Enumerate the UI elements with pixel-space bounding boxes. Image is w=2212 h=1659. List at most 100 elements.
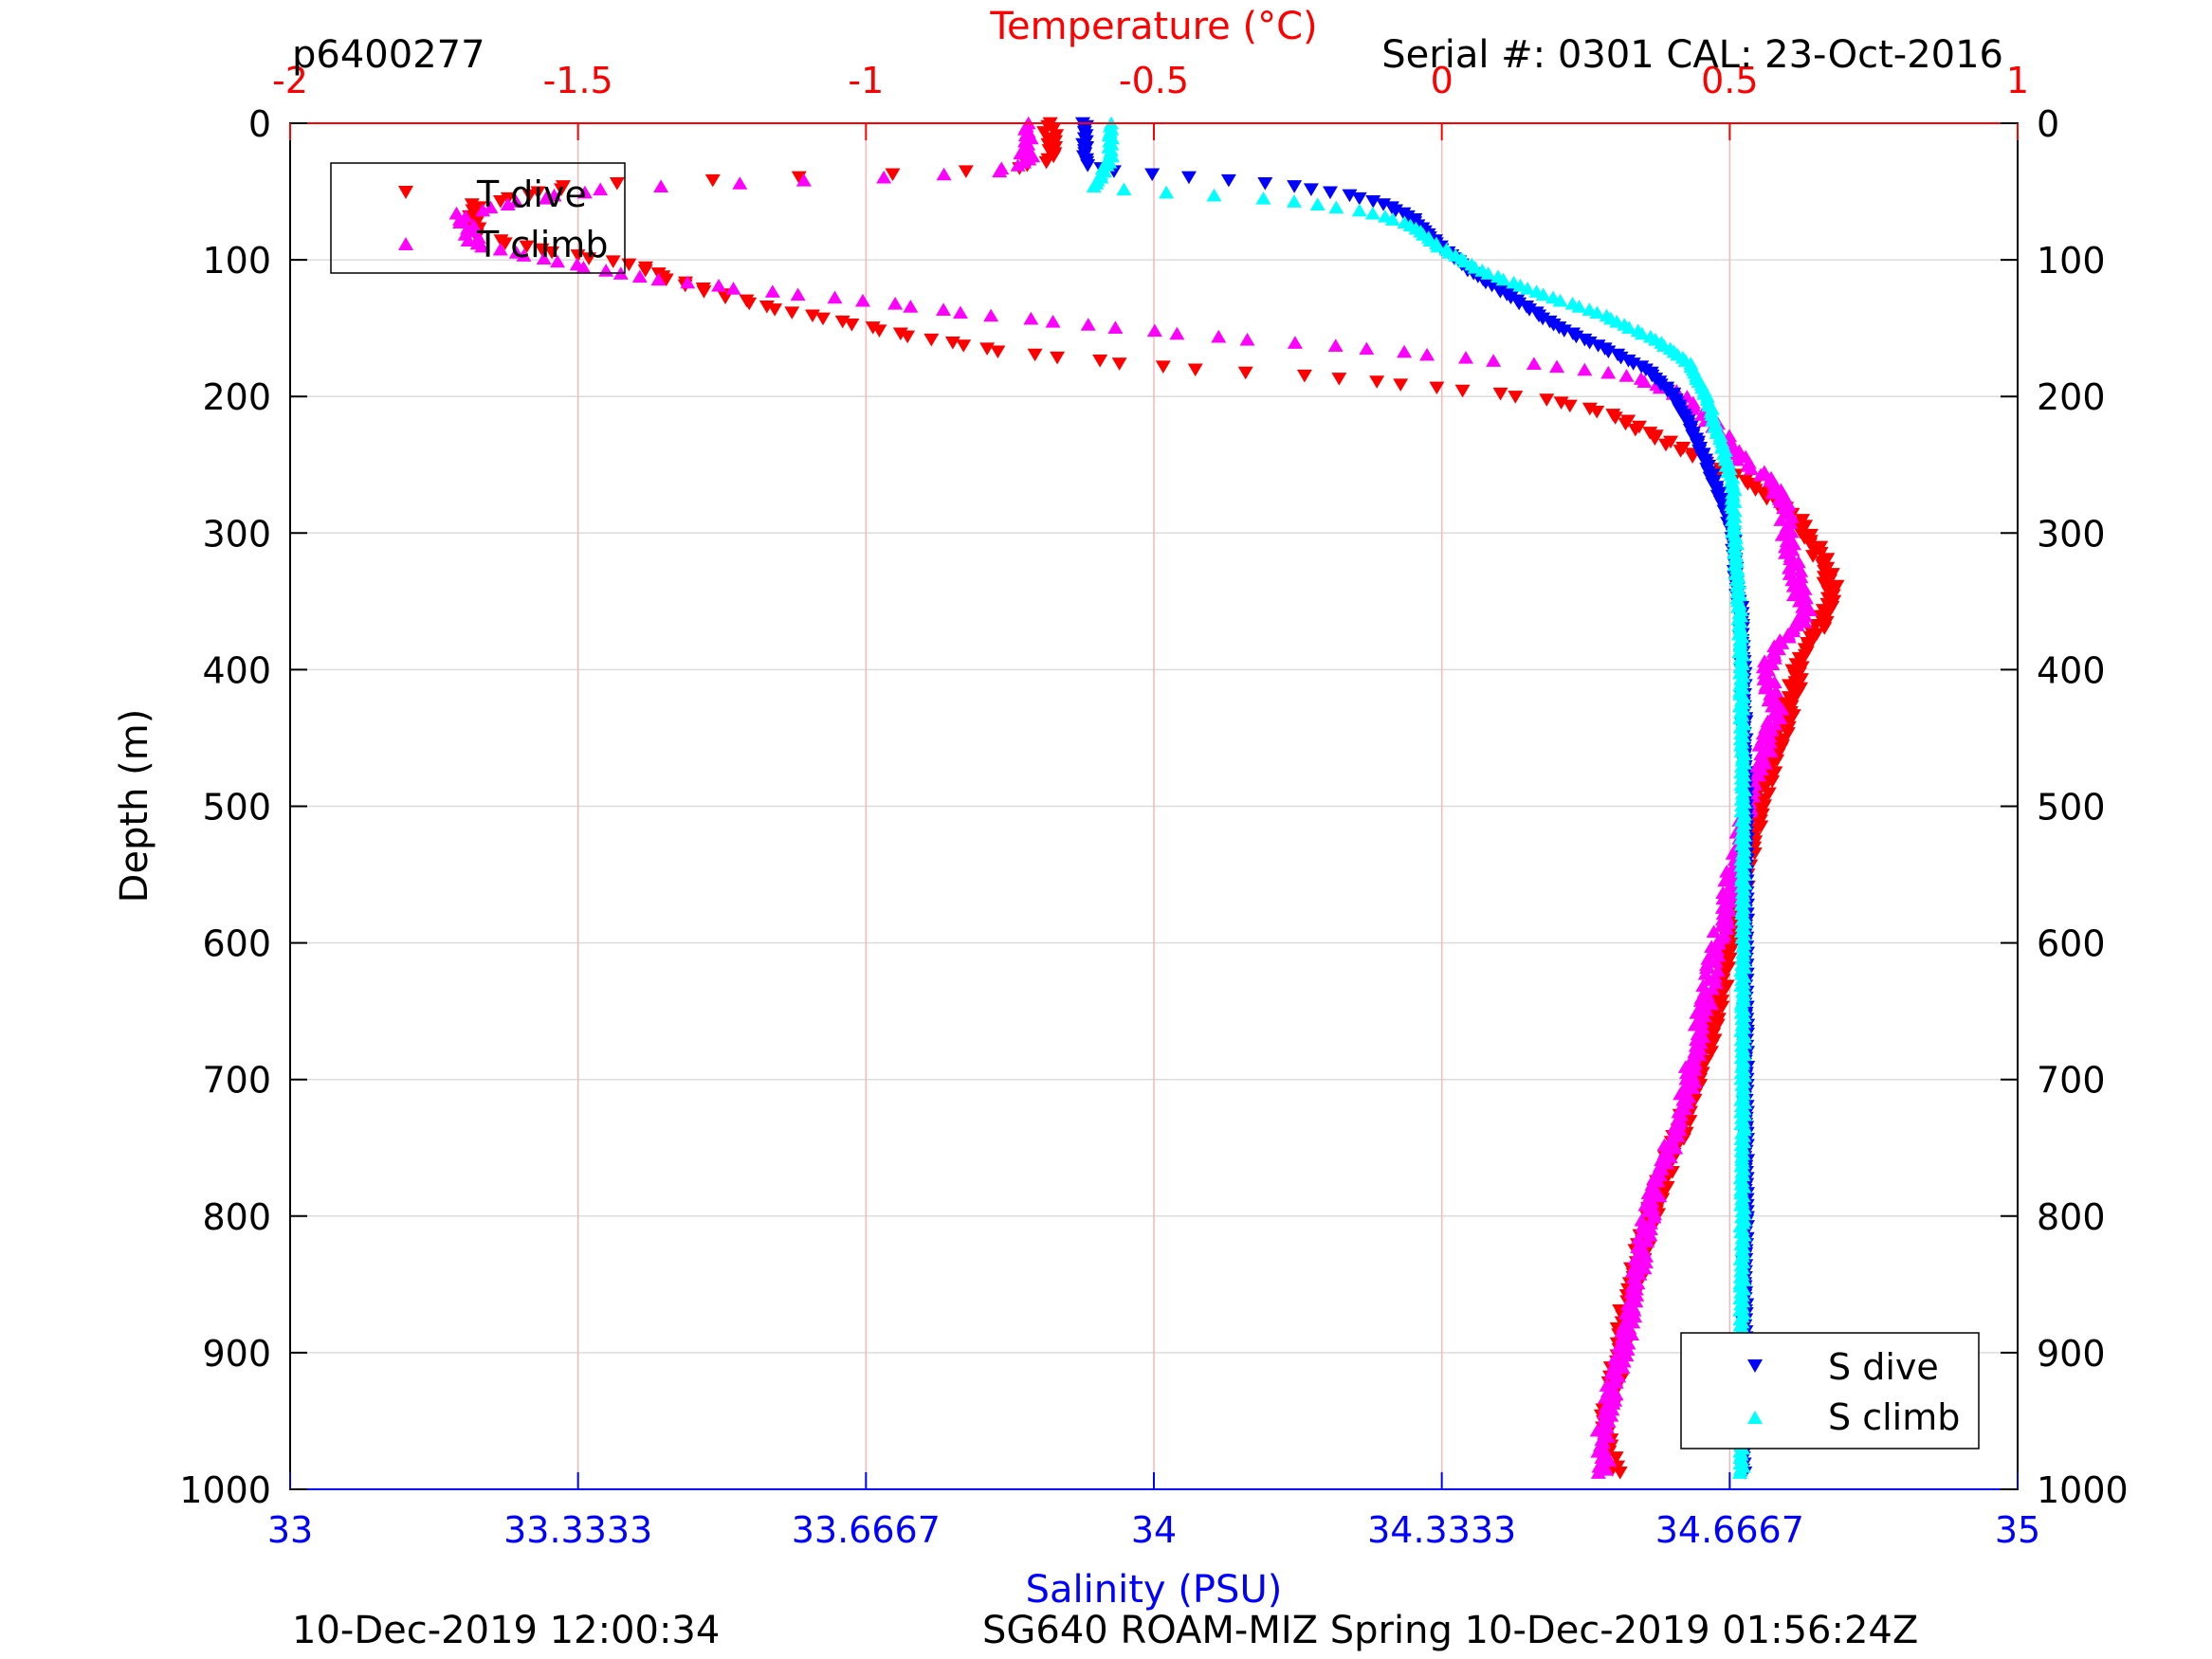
- data-point: [1549, 359, 1565, 374]
- legend-label-t-climb: T climb: [476, 224, 608, 265]
- depth-tick-label-right: 1000: [2037, 1469, 2129, 1511]
- data-point: [658, 273, 674, 287]
- data-point: [1817, 622, 1833, 635]
- depth-tick-label-left: 300: [202, 513, 271, 555]
- data-point: [1673, 445, 1689, 458]
- data-point: [1116, 182, 1132, 196]
- data-point: [1023, 311, 1039, 325]
- data-point: [1752, 467, 1768, 482]
- data-point: [1369, 375, 1385, 389]
- data-point: [1703, 1046, 1719, 1059]
- data-point: [1327, 338, 1344, 352]
- depth-tick-label-right: 300: [2037, 513, 2106, 555]
- data-point: [1384, 212, 1400, 226]
- data-point: [550, 254, 566, 268]
- legend-marker-t-dive: [398, 186, 413, 199]
- data-point: [1590, 1466, 1606, 1479]
- data-point: [1627, 423, 1643, 437]
- data-point: [1107, 320, 1124, 334]
- data-point: [475, 203, 491, 217]
- data-point: [621, 258, 637, 272]
- salinity-tick-label: 34: [1131, 1509, 1177, 1551]
- data-point: [1492, 387, 1508, 401]
- data-point: [1359, 341, 1375, 356]
- depth-tick-label-right: 400: [2037, 649, 2106, 691]
- axis-tick-labels: 0 0 100 100 200 200 300 300 400 400 500 500 600 600 70…: [179, 60, 2128, 1551]
- data-point: [784, 306, 800, 319]
- data-point: [1454, 384, 1471, 398]
- legend-marker-s-climb: [1747, 1411, 1763, 1424]
- data-point: [483, 200, 499, 214]
- salinity-tick-label: 34.3333: [1367, 1509, 1516, 1551]
- data-point: [1535, 287, 1551, 301]
- depth-tick-label-left: 700: [202, 1060, 271, 1102]
- data-point: [1397, 344, 1413, 358]
- data-point: [1086, 179, 1102, 192]
- legend-label-s-dive: S dive: [1828, 1346, 1939, 1388]
- data-point: [1743, 462, 1759, 475]
- data-point: [521, 189, 538, 203]
- depth-tick-label-left: 100: [202, 240, 271, 282]
- data-point: [1656, 1138, 1673, 1152]
- data-point: [1211, 329, 1227, 343]
- data-point: [1239, 333, 1255, 346]
- data-point: [764, 284, 780, 298]
- data-point: [923, 333, 940, 347]
- data-point: [876, 170, 892, 184]
- data-point: [1309, 197, 1325, 210]
- depth-tick-label-left: 200: [202, 376, 271, 418]
- depth-tick-label-left: 900: [202, 1333, 271, 1375]
- series-s-climb: [1086, 116, 1753, 1479]
- data-point: [1695, 978, 1711, 993]
- data-point: [1331, 373, 1347, 386]
- data-point: [1685, 450, 1701, 465]
- data-point: [1618, 369, 1635, 382]
- data-point: [956, 339, 972, 353]
- data-point: [1604, 1402, 1620, 1416]
- data-point: [1159, 185, 1175, 199]
- data-point: [1351, 191, 1367, 206]
- data-point: [790, 287, 806, 301]
- data-layer: [448, 116, 1845, 1480]
- data-point: [1706, 924, 1722, 939]
- data-point: [1783, 510, 1800, 523]
- data-point: [1111, 357, 1127, 371]
- data-point: [1652, 1189, 1668, 1203]
- data-point: [1351, 203, 1367, 217]
- data-point: [958, 165, 974, 178]
- salinity-legend: S dive S climb: [1680, 1332, 1980, 1449]
- data-point: [452, 215, 468, 229]
- data-point: [1571, 300, 1587, 313]
- data-point: [1608, 1387, 1624, 1401]
- data-point: [1627, 1252, 1643, 1266]
- data-point: [519, 240, 535, 254]
- data-point: [1169, 326, 1185, 340]
- data-point: [952, 305, 968, 319]
- data-point: [1520, 282, 1536, 295]
- data-point: [1322, 186, 1338, 200]
- data-point: [711, 278, 727, 292]
- depth-tick-label-right: 900: [2037, 1333, 2106, 1375]
- data-point: [1793, 564, 1809, 577]
- data-point: [474, 239, 490, 253]
- data-point: [1751, 738, 1767, 752]
- data-point: [637, 264, 653, 278]
- data-point: [1600, 365, 1617, 379]
- data-point: [1607, 411, 1623, 425]
- footer-mission: SG640 ROAM-MIZ Spring 10-Dec-2019 01:56:…: [982, 1609, 1919, 1652]
- legend-label-t-dive: T dive: [476, 173, 587, 215]
- data-point: [983, 308, 999, 322]
- data-point: [1732, 1466, 1748, 1479]
- depth-tick-label-left: 0: [248, 103, 271, 145]
- data-point: [1027, 348, 1043, 362]
- data-point: [1626, 1304, 1642, 1317]
- data-point: [827, 290, 843, 304]
- series-s-dive: [1074, 117, 1756, 1480]
- data-point: [844, 319, 860, 332]
- data-point: [1080, 158, 1096, 173]
- data-point: [1692, 994, 1709, 1008]
- depth-tick-label-right: 200: [2037, 376, 2106, 418]
- data-point: [704, 173, 721, 188]
- depth-tick-label-right: 100: [2037, 240, 2106, 282]
